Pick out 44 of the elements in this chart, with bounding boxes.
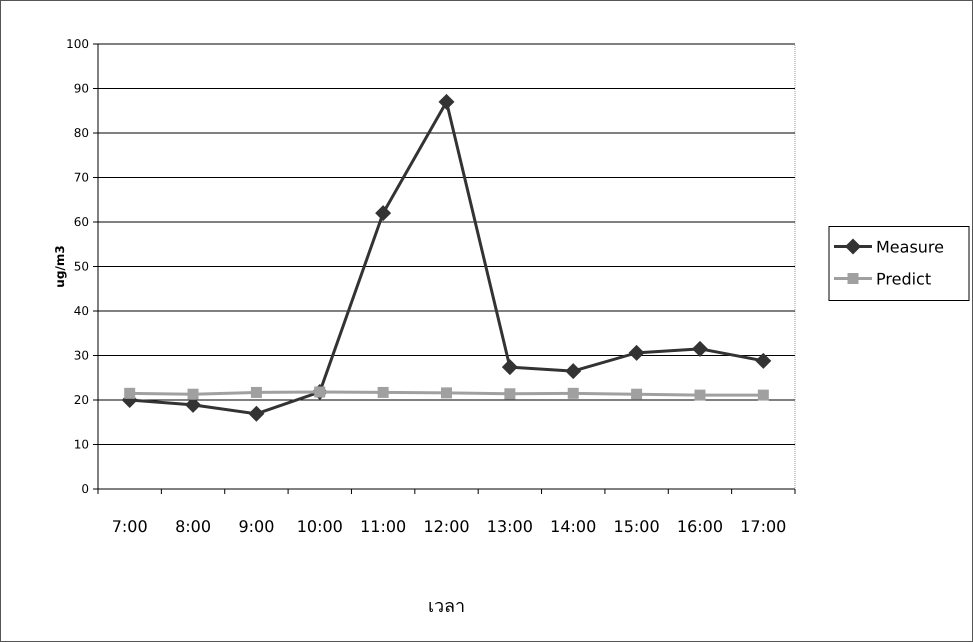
point	[628, 344, 645, 361]
point	[631, 388, 642, 400]
x-tick-label: 11:00	[360, 517, 406, 536]
x-tick-label: 12:00	[423, 517, 470, 536]
point	[692, 340, 708, 357]
x-axis-title: เวลา	[428, 596, 465, 617]
point	[758, 390, 769, 401]
y-tick-label: 100	[66, 37, 89, 51]
y-tick-label: 70	[74, 170, 89, 184]
y-tick-label: 60	[74, 215, 89, 229]
y-tick-label: 0	[81, 482, 89, 496]
point	[441, 387, 452, 398]
y-tick-label: 10	[74, 438, 89, 452]
x-tick-label: 16:00	[676, 517, 724, 536]
y-tick-label: 80	[74, 126, 89, 140]
x-tick-label: 14:00	[550, 517, 596, 536]
point	[504, 388, 516, 400]
x-tick-label: 17:00	[740, 517, 786, 536]
y-tick-label: 20	[74, 393, 89, 407]
y-tick-label: 50	[74, 260, 89, 274]
y-tick-label: 30	[74, 348, 89, 362]
x-tick-label: 9:00	[238, 517, 274, 536]
point	[378, 386, 389, 398]
x-tick-label: 8:00	[175, 517, 212, 536]
point	[502, 359, 518, 376]
legend-label: Measure	[876, 238, 944, 256]
point	[568, 388, 579, 399]
point	[694, 390, 706, 401]
x-tick-label: 13:00	[486, 517, 533, 536]
point	[124, 388, 136, 399]
x-tick-label: 15:00	[614, 517, 660, 536]
y-axis-title: ug/m3	[53, 245, 67, 288]
legend-label: Predict	[876, 270, 932, 288]
y-tick-label: 90	[74, 82, 89, 96]
point	[250, 386, 262, 398]
y-tick-label: 40	[74, 304, 89, 318]
point	[188, 388, 199, 400]
point	[248, 406, 264, 422]
point	[755, 352, 772, 369]
point	[375, 205, 392, 222]
point	[565, 363, 582, 380]
x-tick-label: 10:00	[296, 517, 343, 536]
x-tick-label: 7:00	[112, 517, 148, 536]
point	[438, 94, 454, 110]
